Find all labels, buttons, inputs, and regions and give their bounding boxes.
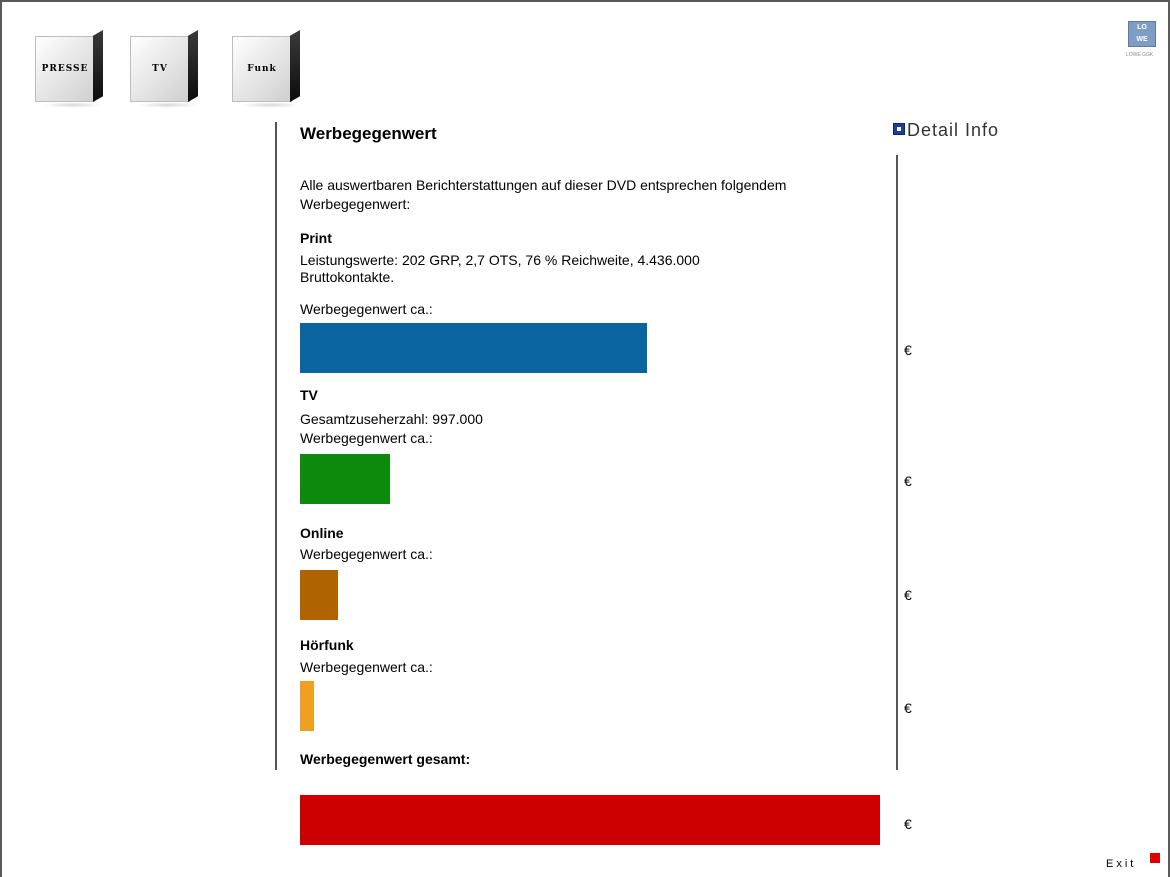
right-divider [896, 155, 898, 770]
brand-logo: LO WE [1128, 21, 1156, 47]
cube-side [93, 30, 103, 102]
value-label-radio: Werbegegenwert ca.: [300, 659, 433, 675]
exit-button[interactable]: Exit [1106, 858, 1137, 870]
cube-label-tv: TV [130, 36, 190, 102]
section-details-tv: Gesamtzuseherzahl: 997.000 [300, 411, 483, 427]
value-bar-total [300, 795, 880, 845]
cube-label-presse: PRESSE [35, 36, 95, 102]
exit-square-icon[interactable] [1150, 853, 1160, 863]
currency-radio: € [904, 700, 912, 716]
cube-side [290, 30, 300, 102]
cube-shadow [138, 102, 198, 108]
cube-side [188, 30, 198, 102]
value-bar-radio [300, 681, 314, 731]
currency-print: € [904, 342, 912, 358]
logo-text-bottom: WE [1136, 36, 1148, 43]
logo-text-top: LO [1137, 24, 1147, 31]
value-label-print: Werbegegenwert ca.: [300, 301, 433, 317]
left-divider [275, 122, 277, 770]
cube-shadow [43, 102, 103, 108]
value-label-online: Werbegegenwert ca.: [300, 546, 433, 562]
value-bar-online [300, 570, 338, 620]
page-title: Werbegegenwert [300, 124, 437, 143]
info-square-icon [893, 122, 905, 135]
total-label: Werbegegenwert gesamt: [300, 751, 471, 767]
section-title-print: Print [300, 230, 332, 246]
section-title-radio: Hörfunk [300, 637, 354, 653]
cube-label-funk: Funk [232, 36, 292, 102]
section-title-online: Online [300, 525, 344, 541]
detail-info-link[interactable]: Detail Info [893, 120, 999, 141]
cube-shadow [240, 102, 300, 108]
currency-total: € [904, 816, 912, 832]
value-label-tv: Werbegegenwert ca.: [300, 430, 433, 446]
value-bar-print [300, 323, 647, 373]
value-bar-tv [300, 454, 390, 504]
intro-text: Alle auswertbaren Berichterstattungen au… [300, 177, 787, 212]
logo-caption: LOWE GGK [1126, 52, 1154, 58]
detail-info-label: Detail Info [907, 120, 1000, 140]
section-details-print: Leistungswerte: 202 GRP, 2,7 OTS, 76 % R… [300, 252, 700, 285]
currency-online: € [904, 587, 912, 603]
currency-tv: € [904, 473, 912, 489]
section-title-tv: TV [300, 387, 318, 403]
